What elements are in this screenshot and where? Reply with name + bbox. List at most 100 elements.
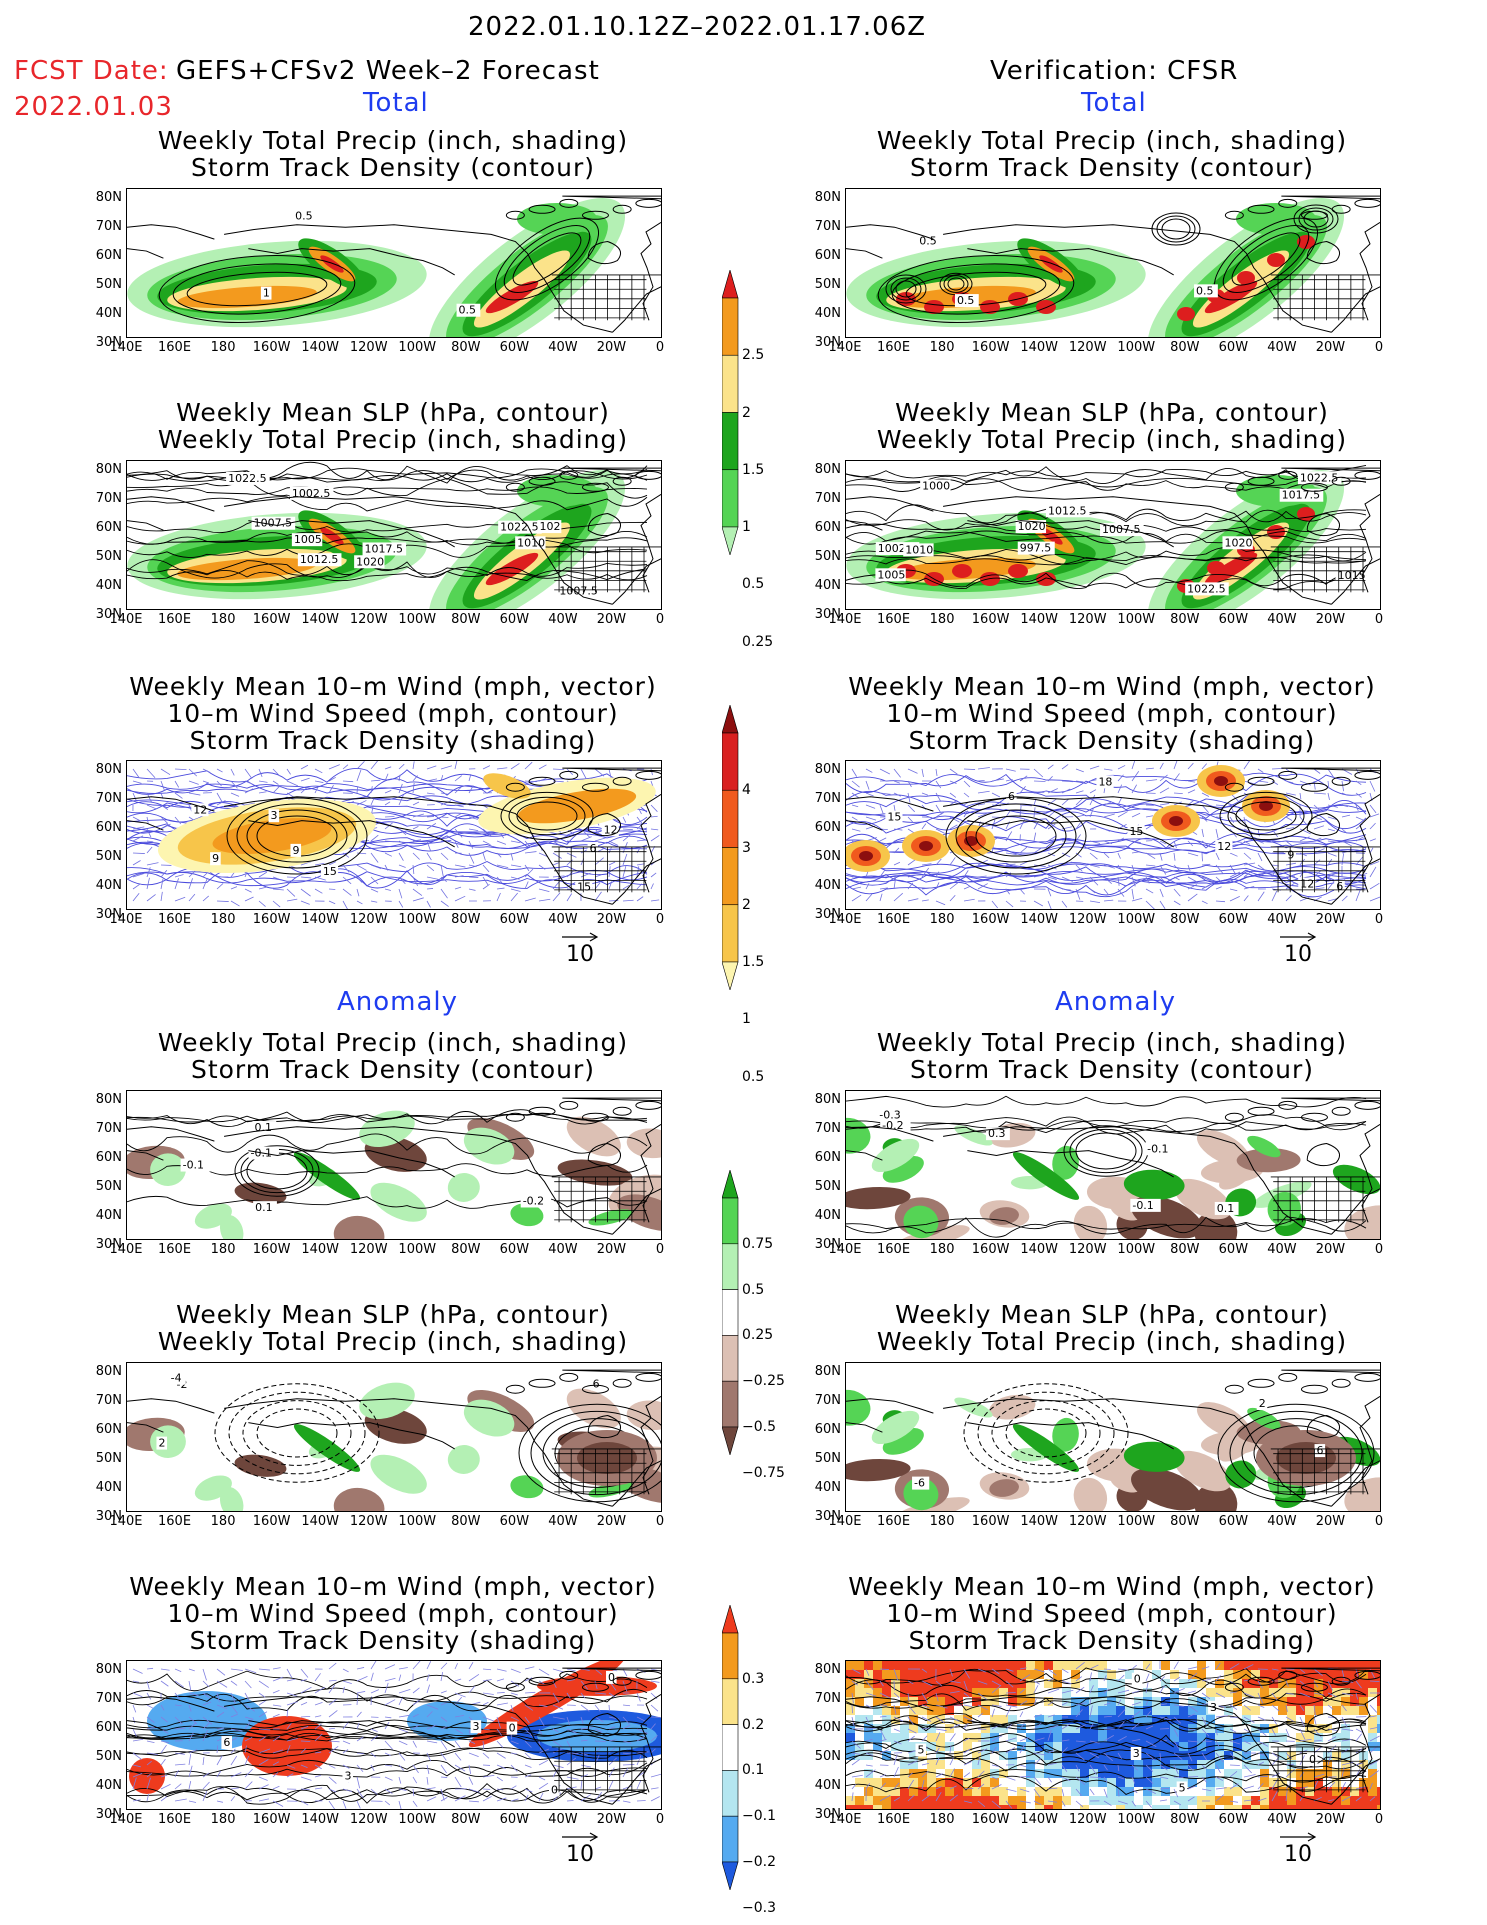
storm-anomaly-cell [1341, 1688, 1350, 1697]
shading-region [485, 280, 539, 314]
contour-label: 1012.5 [300, 553, 339, 566]
storm-anomaly-cell [909, 1778, 918, 1787]
storm-anomaly-cell [900, 1724, 909, 1733]
lon-tick: 160E [158, 1514, 192, 1529]
dry-anomaly [626, 1128, 661, 1159]
storm-anomaly-cell [1314, 1751, 1323, 1760]
wet-anomaly [1052, 1417, 1079, 1452]
storm-anomaly-cell [1359, 1787, 1368, 1796]
storm-anomaly-cell [909, 1688, 918, 1697]
storm-anomaly-cell [1350, 1697, 1359, 1706]
storm-anomaly-cell [936, 1769, 945, 1778]
storm-anomaly-cell [1341, 1805, 1350, 1809]
map-canvas: 0.3 -0.3 0.1 -0.1 -0.2 -0.1 [846, 1095, 1380, 1239]
lon-tick: 120W [349, 1812, 388, 1827]
storm-anomaly-cell [1269, 1688, 1278, 1697]
storm-anomaly-cell [972, 1751, 981, 1760]
lon-tick: 160W [252, 912, 291, 927]
storm-anomaly-cell [1197, 1670, 1206, 1679]
lon-tick: 0 [655, 1242, 665, 1257]
storm-anomaly-cell [1188, 1697, 1197, 1706]
storm-anomaly-cell [1026, 1760, 1035, 1769]
storm-anomaly-cell [1008, 1697, 1017, 1706]
lon-tick: 140E [109, 340, 143, 355]
lon-tick: 20W [1315, 340, 1346, 355]
storm-anomaly-cell [1224, 1724, 1233, 1733]
storm-anomaly-cell [1269, 1787, 1278, 1796]
storm-anomaly-cell [1251, 1661, 1260, 1670]
storm-anomaly-cell [909, 1706, 918, 1715]
vector-reference-arrow [1280, 932, 1317, 942]
storm-anomaly-cell [1287, 1715, 1296, 1724]
shading-region [212, 818, 332, 854]
storm-anomaly-cell [1161, 1805, 1170, 1809]
storm-anomaly-cell [1188, 1706, 1197, 1715]
colorbar-anom-storm [722, 1605, 739, 1890]
storm-anomaly-cell [1035, 1760, 1044, 1769]
storm-anomaly-cell [1170, 1706, 1179, 1715]
storm-anomaly-cell [1323, 1715, 1332, 1724]
colorbar-segment [722, 1678, 739, 1725]
storm-anomaly-cell [927, 1670, 936, 1679]
lat-tick: 40N [95, 1208, 122, 1223]
storm-anomaly-cell [909, 1724, 918, 1733]
panel-title: Weekly Total Precip (inch, shading) [157, 126, 629, 155]
storm-anomaly-cell [1287, 1697, 1296, 1706]
storm-anomaly-cell [945, 1706, 954, 1715]
us-state-borders [1270, 274, 1380, 321]
lat-tick: 40N [814, 306, 841, 321]
storm-anomaly-cell [1350, 1742, 1359, 1751]
storm-anomaly-cell [1089, 1751, 1098, 1760]
contour-label-bg [1285, 848, 1296, 862]
storm-anomaly-cell [990, 1697, 999, 1706]
storm-anomaly-cell [1044, 1679, 1053, 1688]
colorbar-segment [722, 469, 739, 528]
colorbar-label: 0.25 [742, 1327, 774, 1344]
contour-label-bg [1214, 1201, 1239, 1215]
storm-anomaly-cell [1332, 1679, 1341, 1688]
storm-anomaly-cell [1062, 1796, 1071, 1805]
storm-anomaly-cell [1260, 1787, 1269, 1796]
colorbar-label: 0.5 [742, 1281, 765, 1298]
storm-anomaly-cell [1053, 1751, 1062, 1760]
storm-anomaly-cell [1161, 1661, 1170, 1670]
storm-anomaly-cell [972, 1679, 981, 1688]
wet-anomaly [359, 1382, 415, 1419]
map-canvas: -0.10.1-0.2-0.10.1 [127, 1097, 661, 1239]
storm-anomaly-cell [1251, 1706, 1260, 1715]
lat-tick: 80N [95, 1364, 122, 1379]
storm-anomaly-cell [1107, 1706, 1116, 1715]
wind-speed-contours [226, 791, 594, 875]
storm-anomaly-cell [882, 1751, 891, 1760]
storm-anomaly-cell [1134, 1805, 1143, 1809]
contour-label: 0.5 [1196, 284, 1214, 297]
shading-region [320, 255, 344, 273]
lon-tick: 180 [929, 1514, 955, 1529]
storm-anomaly-cell [945, 1715, 954, 1724]
storm-anomaly-cell [1224, 1733, 1233, 1742]
storm-anomaly-cell [1152, 1679, 1161, 1688]
wet-anomaly [510, 1475, 544, 1499]
lon-tick: 140E [828, 1812, 862, 1827]
storm-anomaly-cell [1269, 1724, 1278, 1733]
storm-anomaly-cell [1161, 1751, 1170, 1760]
storm-anomaly-cell [1287, 1670, 1296, 1679]
lon-tick: 160W [971, 340, 1010, 355]
vector-reference-arrow [562, 1832, 599, 1842]
storm-anomaly-cell [927, 1787, 936, 1796]
storm-anomaly-cell [927, 1742, 936, 1751]
storm-anomaly-cell [1089, 1679, 1098, 1688]
storm-anomaly-cell [1170, 1805, 1179, 1809]
lat-tick: 30N [814, 907, 841, 922]
storm-anomaly-cell [1359, 1670, 1368, 1679]
storm-anomaly-cell [1368, 1742, 1377, 1751]
storm-anomaly-cell [1035, 1715, 1044, 1724]
storm-anomaly-cell [999, 1769, 1008, 1778]
contour-label-bg [1006, 789, 1017, 803]
storm-anomaly-cell [1143, 1751, 1152, 1760]
lon-tick: 140W [301, 612, 339, 627]
storm-anomaly-cell [1332, 1751, 1341, 1760]
storm-anomaly-cell [909, 1697, 918, 1706]
